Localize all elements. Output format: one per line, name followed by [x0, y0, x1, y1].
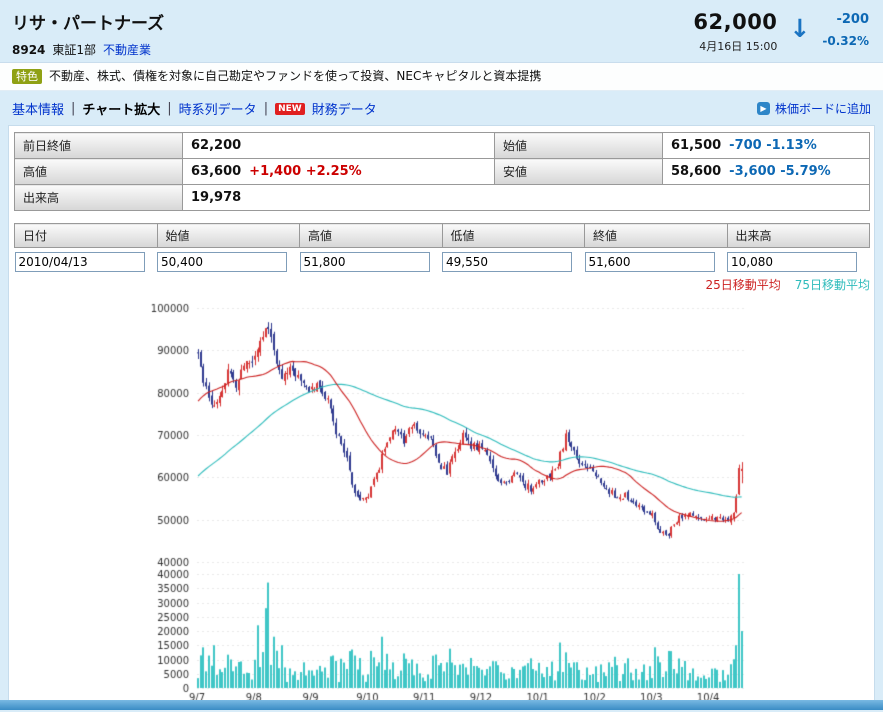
table-row: 出来高 19,978	[14, 184, 870, 211]
low-input[interactable]	[442, 252, 572, 272]
current-price: 62,000	[693, 10, 778, 34]
add-to-board-link[interactable]: 株価ボードに追加	[774, 102, 871, 116]
price-down-arrow-icon: ↓	[789, 14, 811, 43]
stock-chart	[14, 292, 870, 712]
nav-row: 基本情報 | チャート拡大 | 時系列データ | NEW 財務データ ▶ 株価ボ…	[0, 91, 883, 125]
prev-close-label: 前日終値	[14, 132, 183, 159]
high-value: 63,600 +1,400 +2.25%	[182, 158, 495, 185]
col-close: 終値	[584, 223, 728, 248]
chart-legend: 25日移動平均 75日移動平均	[14, 276, 870, 292]
legend-ma25: 25日移動平均	[705, 278, 781, 292]
price-block: 62,000 4月16日 15:00 ↓ -200 -0.32%	[693, 9, 869, 54]
open-label: 始値	[494, 132, 663, 159]
stock-code: 8924	[12, 43, 46, 57]
low-value: 58,600 -3,600 -5.79%	[662, 158, 870, 185]
price-summary-table: 前日終値 62,200 始値 61,500 -700 -1.13% 高値 63,6…	[14, 132, 870, 211]
quote-input-row	[14, 247, 870, 273]
table-row: 高値 63,600 +1,400 +2.25% 安値 58,600 -3,600 -…	[14, 158, 870, 185]
footer-bar	[0, 700, 883, 710]
stock-meta: 8924 東証1部 不動産業	[12, 41, 164, 58]
price-change: -200	[836, 12, 869, 27]
page-title: リサ・パートナーズ	[12, 14, 165, 34]
tab-bar: 基本情報 | チャート拡大 | 時系列データ | NEW 財務データ	[12, 99, 377, 118]
col-open: 始値	[156, 223, 300, 248]
volume-input[interactable]	[727, 252, 857, 272]
tab-separator: |	[263, 101, 269, 116]
col-low: 低値	[441, 223, 585, 248]
volume-label: 出来高	[14, 184, 183, 211]
price-change-pct: -0.32%	[822, 34, 869, 48]
tab-chart-expand[interactable]: チャート拡大	[82, 103, 161, 118]
quote-header-row: 日付 始値 高値 低値 終値 出来高	[14, 223, 870, 248]
open-input[interactable]	[157, 252, 287, 272]
title-block: リサ・パートナーズ 8924 東証1部 不動産業	[12, 9, 164, 58]
tab-separator: |	[167, 101, 172, 116]
tab-time-series[interactable]: 時系列データ	[178, 103, 257, 118]
tab-basic-info[interactable]: 基本情報	[12, 103, 65, 118]
tab-separator: |	[71, 101, 76, 116]
high-input[interactable]	[299, 252, 430, 272]
low-label: 安値	[494, 158, 663, 185]
volume-value: 19,978	[182, 184, 870, 211]
feature-row: 特色 不動産、株式、債権を対象に自己勘定やファンドを使って投資、NECキャピタルと…	[0, 62, 883, 91]
high-label: 高値	[14, 158, 183, 185]
open-value: 61,500 -700 -1.13%	[662, 132, 870, 159]
legend-ma75: 75日移動平均	[794, 278, 870, 292]
col-high: 高値	[299, 223, 443, 248]
add-to-board[interactable]: ▶ 株価ボードに追加	[756, 100, 871, 117]
date-input[interactable]	[14, 252, 145, 272]
feature-badge: 特色	[12, 69, 42, 84]
quote-form-table: 日付 始値 高値 低値 終値 出来高	[14, 223, 870, 273]
tab-financial-data[interactable]: 財務データ	[311, 103, 377, 118]
add-to-board-icon[interactable]: ▶	[756, 102, 770, 115]
industry-link[interactable]: 不動産業	[103, 43, 152, 57]
col-date: 日付	[14, 223, 158, 248]
table-row: 前日終値 62,200 始値 61,500 -700 -1.13%	[14, 132, 870, 159]
close-input[interactable]	[584, 252, 715, 272]
feature-text: 不動産、株式、債権を対象に自己勘定やファンドを使って投資、NECキャピタルと資本…	[49, 69, 542, 83]
col-volume: 出来高	[726, 223, 870, 248]
main-content: 前日終値 62,200 始値 61,500 -700 -1.13% 高値 63,6…	[8, 125, 875, 712]
quote-time: 4月16日 15:00	[699, 40, 778, 53]
prev-close-value: 62,200	[182, 132, 495, 159]
header: リサ・パートナーズ 8924 東証1部 不動産業 62,000 4月16日 15:0…	[0, 0, 883, 62]
market-name: 東証1部	[52, 43, 97, 57]
new-badge: NEW	[275, 102, 305, 115]
